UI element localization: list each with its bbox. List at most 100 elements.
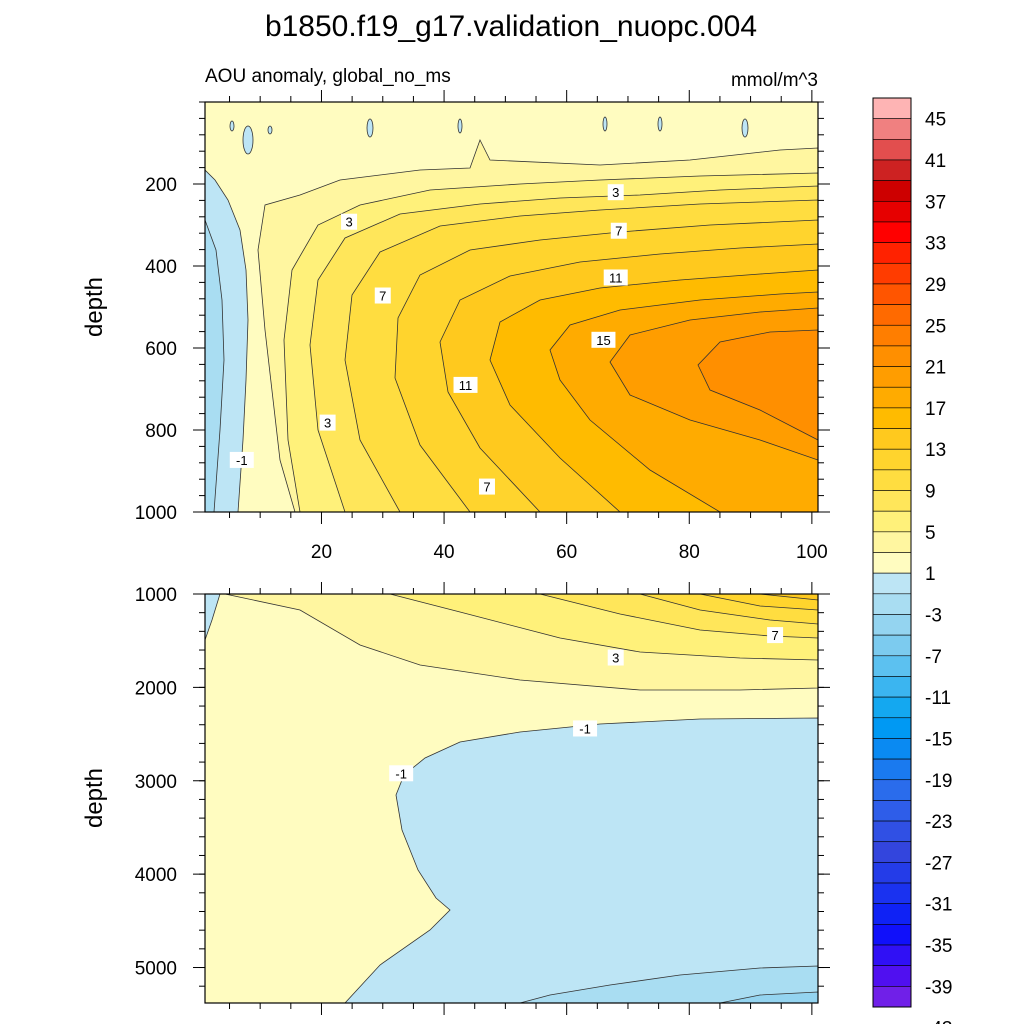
contour-label-text: 3 bbox=[324, 416, 331, 431]
upper-y-tick-label: 600 bbox=[145, 339, 177, 360]
colorbar-swatch bbox=[872, 324, 912, 347]
contour-label-text: 7 bbox=[615, 224, 622, 239]
contour-label: 11 bbox=[453, 376, 478, 393]
colorbar-swatch bbox=[872, 262, 912, 285]
colorbar-label: -35 bbox=[925, 936, 952, 957]
colorbar-swatch bbox=[872, 180, 912, 202]
colorbar-border bbox=[872, 97, 912, 1008]
colorbar-swatch bbox=[872, 97, 912, 119]
colorbar-label: -31 bbox=[925, 895, 952, 916]
contour-label: 7 bbox=[767, 627, 784, 644]
colorbar-swatch bbox=[872, 862, 912, 884]
colorbar-label: -43 bbox=[925, 1019, 952, 1024]
colorbar-swatch bbox=[872, 738, 912, 760]
colorbar-swatch bbox=[872, 696, 912, 719]
colorbar-swatch bbox=[872, 614, 912, 636]
contour-label-bg bbox=[607, 649, 624, 666]
contour-label-bg bbox=[591, 331, 616, 348]
colorbar-swatch bbox=[872, 882, 912, 905]
lower-panel-fills bbox=[205, 594, 818, 1003]
colorbar-swatch bbox=[872, 200, 912, 223]
lower-y-axis-label: depth bbox=[81, 768, 108, 828]
colorbar-label: 21 bbox=[925, 358, 946, 379]
chart-title: b1850.f19_g17.validation_nuopc.004 bbox=[265, 10, 757, 43]
colorbar-swatch bbox=[872, 903, 912, 925]
colorbar-swatch bbox=[872, 924, 912, 946]
x-tick-label: 100 bbox=[796, 542, 828, 563]
contour-label-text: -1 bbox=[579, 721, 591, 736]
colorbar-label: 9 bbox=[925, 482, 936, 503]
colorbar-label: 29 bbox=[925, 275, 946, 296]
colorbar-swatch bbox=[872, 242, 912, 264]
lower-y-tick-label: 5000 bbox=[135, 959, 177, 980]
colorbar-label: -15 bbox=[925, 729, 952, 750]
contour-label: -1 bbox=[229, 451, 254, 468]
lower-frame-border bbox=[204, 593, 819, 1004]
colorbar-label: 25 bbox=[925, 316, 946, 337]
contour-label: 15 bbox=[591, 331, 616, 348]
contour-label-text: 3 bbox=[345, 215, 352, 230]
upper-frame-border bbox=[204, 101, 819, 513]
colorbar-swatch bbox=[872, 593, 912, 615]
contour-label-bg bbox=[319, 414, 336, 431]
colorbar-swatch bbox=[872, 469, 912, 491]
colorbar-swatch bbox=[872, 944, 912, 966]
contour-label: -1 bbox=[389, 765, 414, 782]
contour-label-layer: 3 3 7 11 7 15 11 3 -1 7 7 3 -1 -1 bbox=[229, 184, 784, 782]
colorbar-swatch bbox=[872, 758, 912, 781]
contour-label-bg bbox=[389, 765, 414, 782]
colorbar-label: -23 bbox=[925, 812, 952, 833]
colorbar-swatch bbox=[872, 800, 912, 822]
colorbar-swatch bbox=[872, 986, 912, 1008]
colorbar-label: -7 bbox=[925, 647, 942, 668]
colorbar-swatch bbox=[872, 655, 912, 677]
colorbar-swatch bbox=[872, 345, 912, 367]
contour-label-text: 7 bbox=[771, 628, 778, 643]
colorbar-swatch bbox=[872, 490, 912, 512]
colorbar-swatch bbox=[872, 531, 912, 553]
colorbar-label: -39 bbox=[925, 977, 952, 998]
contour-label-text: -1 bbox=[236, 453, 248, 468]
upper-panel-frame: 200 400 600 800 1000 20 40 60 80 100 bbox=[135, 90, 830, 563]
colorbar-swatch bbox=[872, 221, 912, 243]
colorbar-swatch bbox=[872, 717, 912, 739]
lower-panel-frame: 1000 2000 3000 4000 5000 bbox=[135, 582, 830, 1015]
contour-label-text: 11 bbox=[459, 378, 473, 393]
contour-label-text: 3 bbox=[612, 185, 619, 200]
colorbar-label: 13 bbox=[925, 440, 946, 461]
contour-label-bg bbox=[229, 451, 254, 468]
colorbar-swatch bbox=[872, 779, 912, 801]
colorbar-label: 1 bbox=[925, 564, 936, 585]
contour-label: 3 bbox=[319, 414, 336, 431]
contour-label: 3 bbox=[607, 184, 624, 201]
upper-panel-fills bbox=[205, 102, 818, 512]
colorbar: 45 41 37 33 29 25 21 17 13 9 5 1 -3 -7 -11 -15 -19 -23 -27… bbox=[872, 97, 952, 1024]
colorbar-swatch bbox=[872, 448, 912, 471]
colorbar-label: -11 bbox=[925, 688, 951, 709]
contour-label: 7 bbox=[374, 287, 391, 304]
colorbar-label: 5 bbox=[925, 523, 936, 544]
contour-label: 3 bbox=[607, 649, 624, 666]
upper-y-tick-label: 400 bbox=[145, 257, 177, 278]
contour-label: 7 bbox=[610, 222, 627, 239]
colorbar-swatch bbox=[872, 820, 912, 843]
colorbar-swatch bbox=[872, 283, 912, 305]
colorbar-label: 17 bbox=[925, 399, 946, 420]
contour-label-text: 7 bbox=[379, 289, 386, 304]
contour-label-bg bbox=[341, 213, 358, 230]
contour-label: 7 bbox=[478, 478, 495, 495]
upper-y-tick-label: 200 bbox=[145, 175, 177, 196]
colorbar-swatch bbox=[872, 159, 912, 181]
units-label: mmol/m^3 bbox=[731, 70, 818, 91]
colorbar-label: -19 bbox=[925, 771, 952, 792]
x-tick-label: 20 bbox=[311, 542, 332, 563]
contour-label-text: 15 bbox=[596, 333, 610, 348]
contour-label-text: -1 bbox=[395, 766, 407, 781]
colorbar-swatch bbox=[872, 428, 912, 450]
contour-label-bg bbox=[478, 478, 495, 495]
lower-y-tick-label: 3000 bbox=[135, 772, 177, 793]
contour-label-text: 11 bbox=[609, 270, 623, 285]
contour-label-bg bbox=[610, 222, 627, 239]
lower-y-tick-label: 4000 bbox=[135, 865, 177, 886]
